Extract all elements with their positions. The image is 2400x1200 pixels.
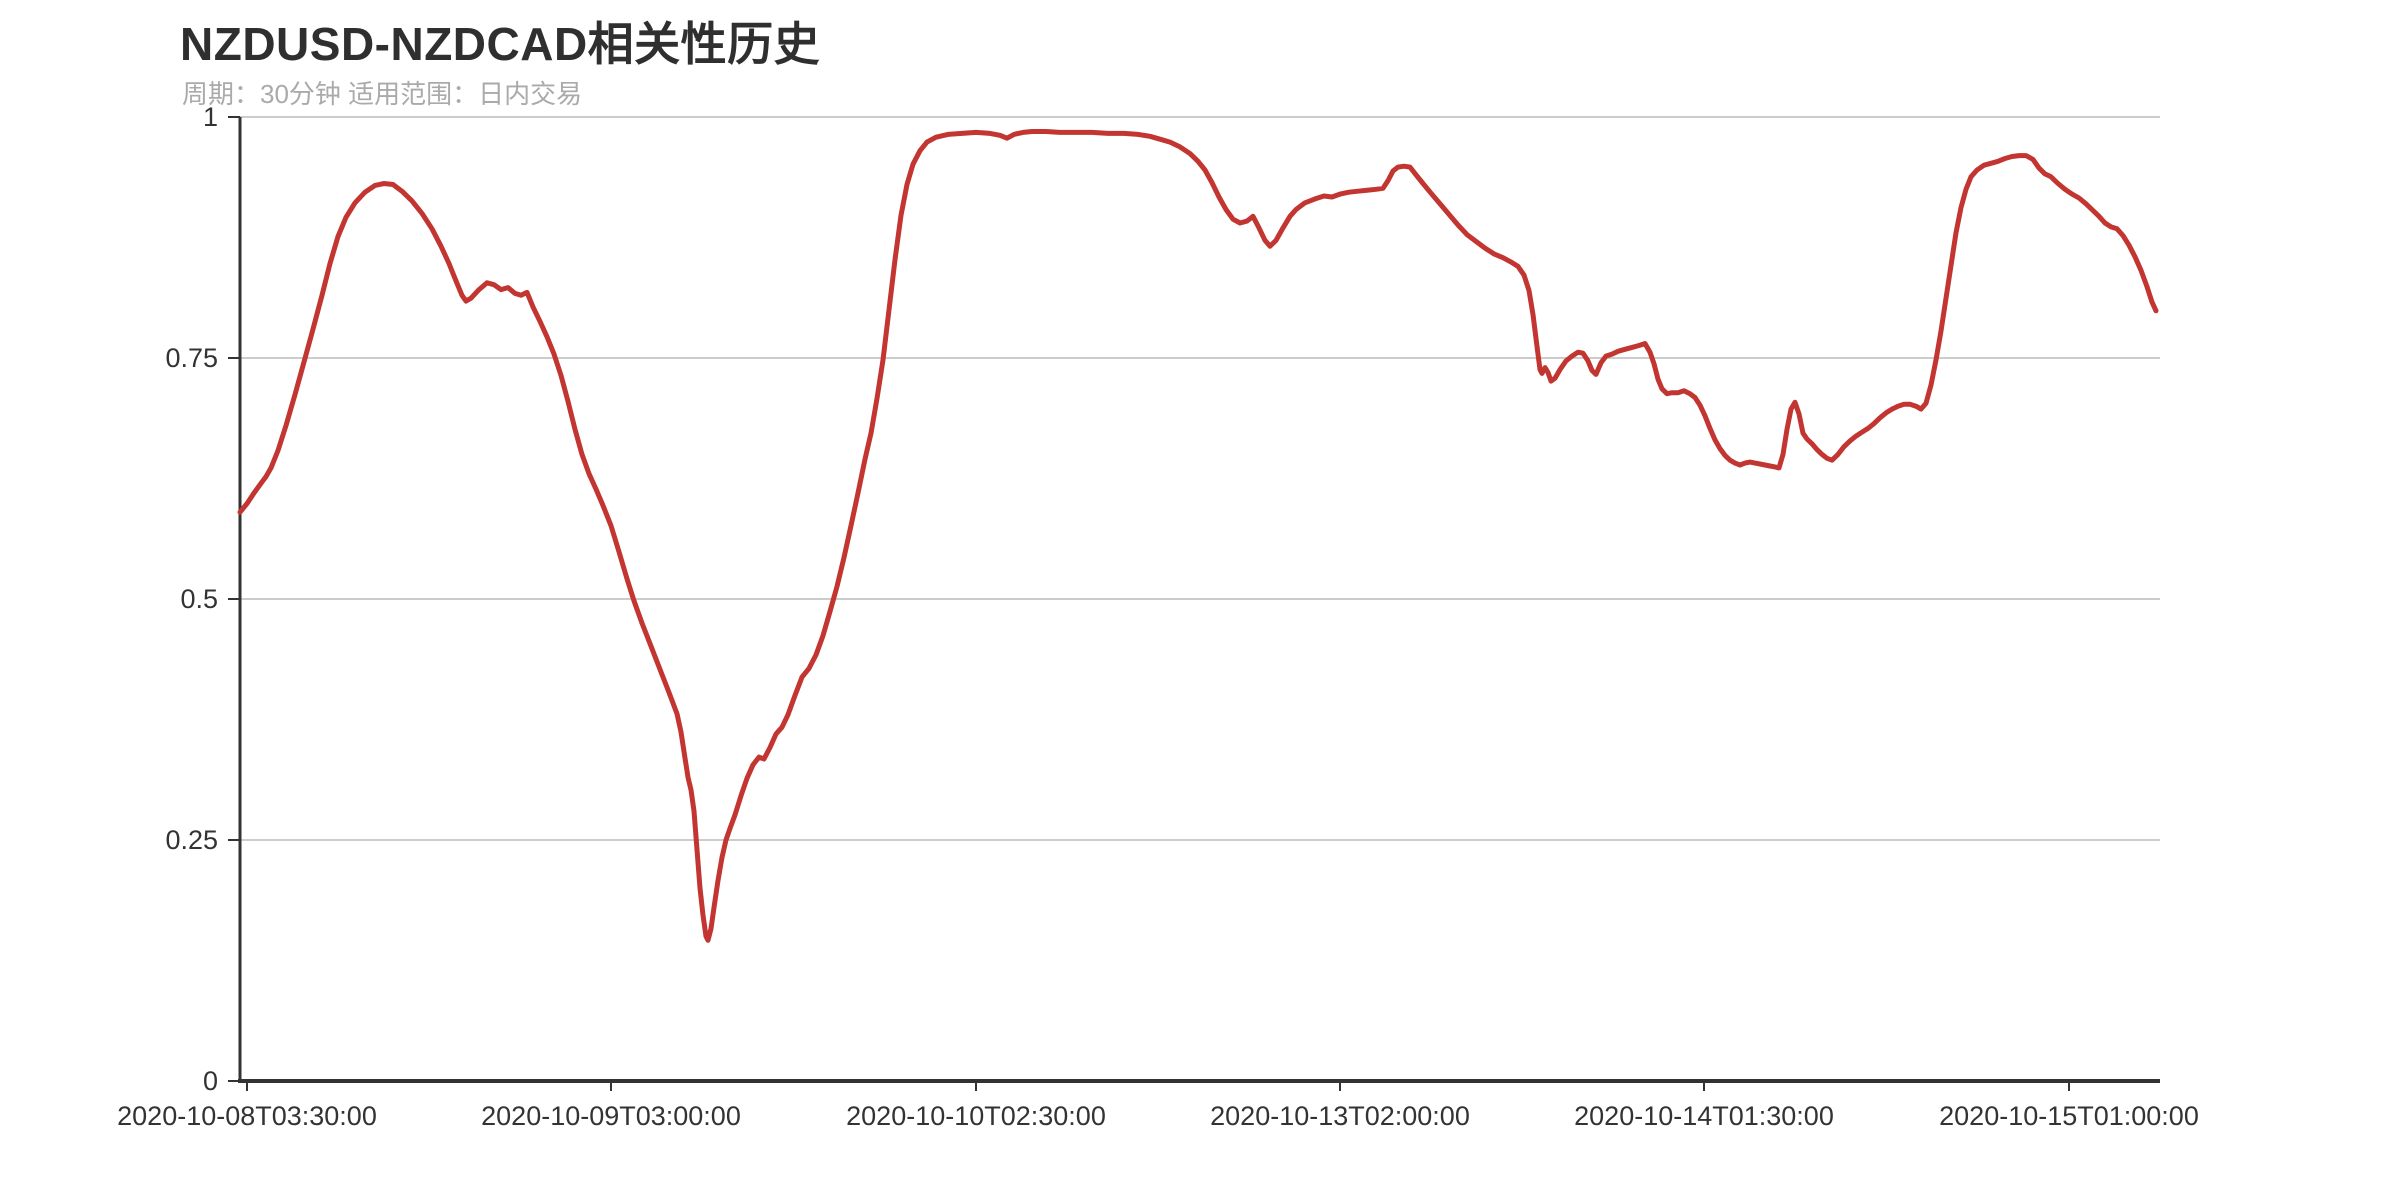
x-axis-label: 2020-10-15T01:00:00 — [1939, 1101, 2199, 1131]
x-axis-label: 2020-10-13T02:00:00 — [1210, 1101, 1470, 1131]
y-axis-label: 1 — [203, 102, 218, 132]
chart-subtitle: 周期：30分钟 适用范围：日内交易 — [182, 79, 583, 109]
y-axis-label: 0 — [203, 1066, 218, 1096]
y-axis-label: 0.75 — [165, 343, 218, 373]
x-axis-label: 2020-10-14T01:30:00 — [1574, 1101, 1834, 1131]
y-axis-label: 0.5 — [180, 584, 218, 614]
y-axis-label: 0.25 — [165, 825, 218, 855]
x-axis-label: 2020-10-10T02:30:00 — [846, 1101, 1106, 1131]
chart-title: NZDUSD-NZDCAD相关性历史 — [180, 18, 821, 70]
x-axis-label: 2020-10-09T03:00:00 — [481, 1101, 741, 1131]
x-axis-label: 2020-10-08T03:30:00 — [117, 1101, 377, 1131]
correlation-series-line — [237, 129, 2159, 943]
